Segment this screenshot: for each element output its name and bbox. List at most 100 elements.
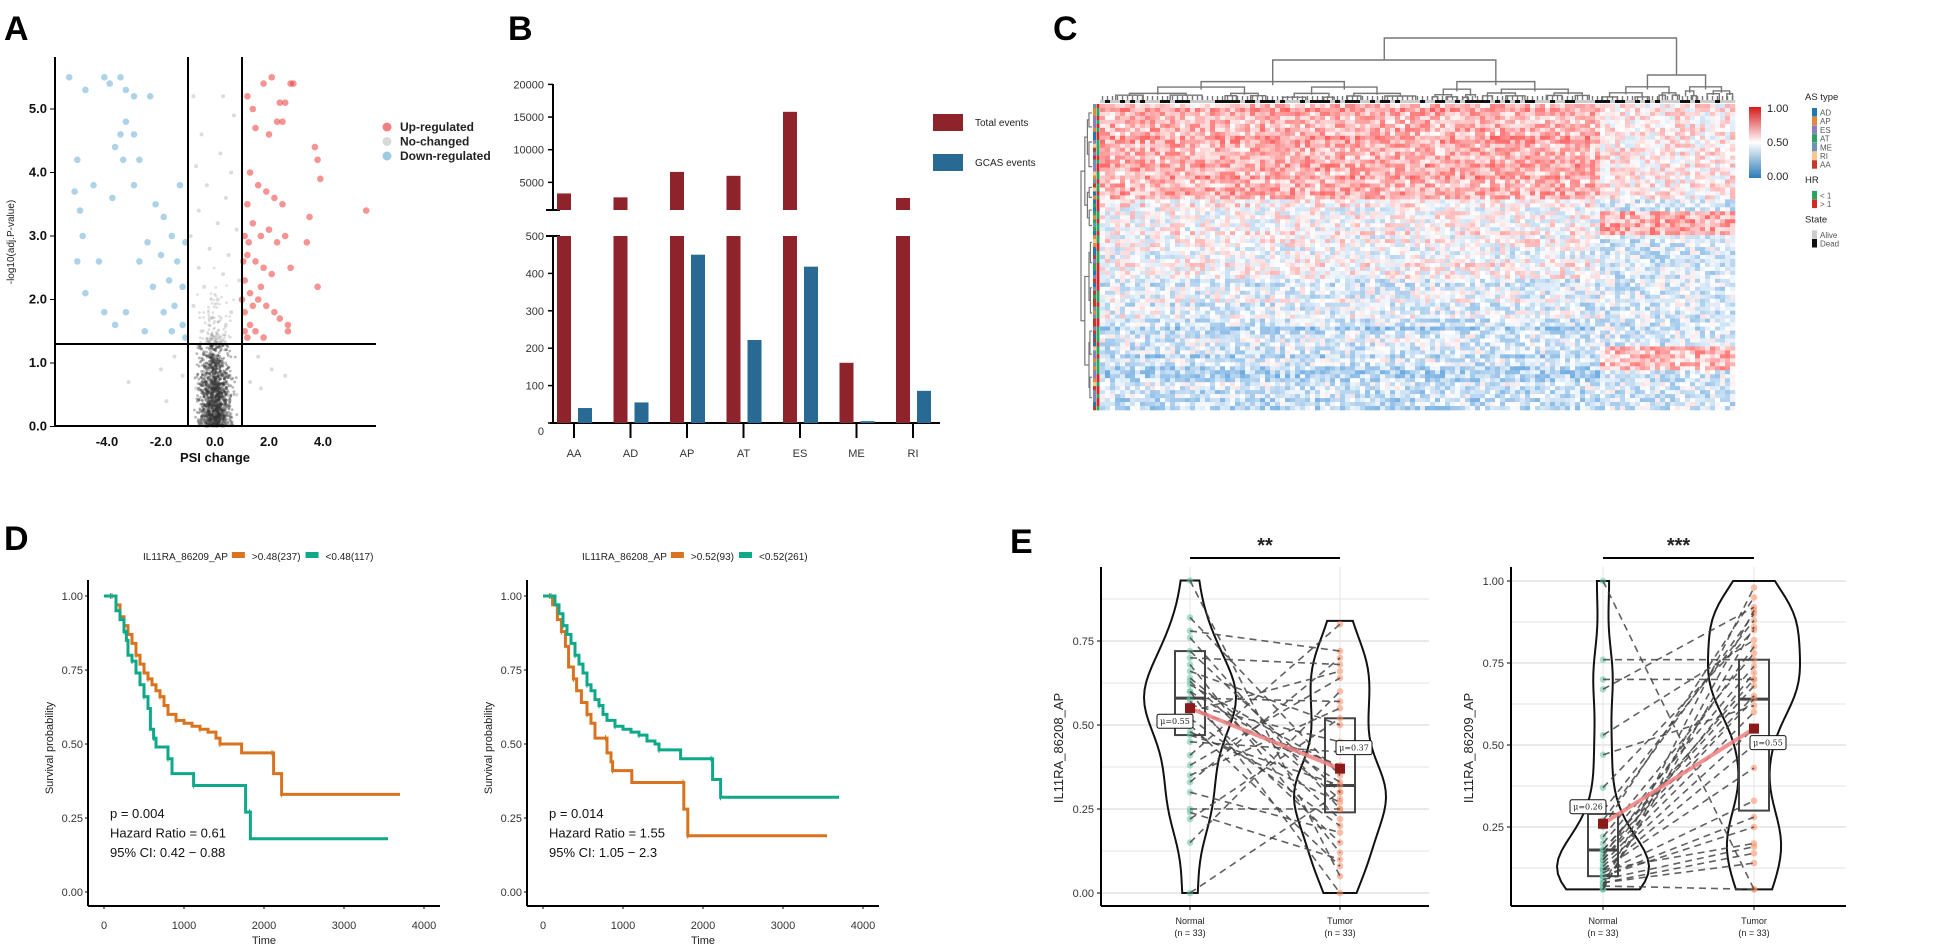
heatmap-cell xyxy=(1635,183,1641,188)
heatmap-cell xyxy=(1620,104,1626,109)
heatmap-cell xyxy=(1470,195,1476,200)
heatmap-cell xyxy=(1425,111,1431,117)
heatmap-cell xyxy=(1475,203,1481,208)
heatmap-cell xyxy=(1560,127,1566,133)
heatmap-cell xyxy=(1180,159,1186,164)
heatmap-cell xyxy=(1435,139,1441,145)
heatmap-cell xyxy=(1625,127,1631,133)
heatmap-cell xyxy=(1405,127,1411,133)
heatmap-cell xyxy=(1275,143,1281,149)
heatmap-cell xyxy=(1525,135,1531,141)
heatmap-cell xyxy=(1370,111,1376,117)
heatmap-cell xyxy=(1620,115,1626,121)
bar-total-aa xyxy=(557,236,571,423)
heatmap-cell xyxy=(1405,163,1411,168)
heatmap-cell xyxy=(1575,151,1581,156)
no-changed-point xyxy=(230,408,234,412)
heatmap-cell xyxy=(1280,127,1286,133)
heatmap-cell xyxy=(1250,167,1256,172)
no-changed-point xyxy=(216,411,220,414)
heatmap-cell xyxy=(1430,175,1436,180)
heatmap-cell xyxy=(1435,171,1441,176)
heatmap-cell xyxy=(1705,107,1711,113)
heatmap-cell xyxy=(1180,179,1186,184)
heatmap-cell xyxy=(1685,159,1691,164)
heatmap-cell xyxy=(1205,107,1211,113)
heatmap-cell xyxy=(1645,104,1651,109)
heatmap-cell xyxy=(1125,143,1131,149)
heatmap-cell xyxy=(1540,175,1546,180)
heatmap-cell xyxy=(1260,143,1266,149)
heatmap-cell xyxy=(1385,123,1391,129)
heatmap-cell xyxy=(1135,175,1141,180)
heatmap-cell xyxy=(1270,195,1276,200)
heatmap-cell xyxy=(1290,159,1296,164)
heatmap-cell xyxy=(1300,207,1306,212)
heatmap-cell xyxy=(1120,135,1126,141)
heatmap-cell xyxy=(1590,135,1596,141)
heatmap-cell xyxy=(1420,187,1426,192)
heatmap-cell xyxy=(1135,159,1141,164)
no-changed-point xyxy=(208,417,212,421)
heatmap-cell xyxy=(1415,143,1421,149)
heatmap-cell xyxy=(1585,187,1591,192)
heatmap-cell xyxy=(1380,147,1386,152)
heatmap-cell xyxy=(1630,187,1636,192)
no-changed-point xyxy=(222,356,226,360)
heatmap-cell xyxy=(1250,163,1256,168)
heatmap-cell xyxy=(1365,131,1371,137)
heatmap-cell xyxy=(1265,155,1271,160)
heatmap-cell xyxy=(1710,143,1716,149)
heatmap-cell xyxy=(1730,127,1736,133)
heatmap-cell xyxy=(1245,131,1251,137)
point-up-regulated xyxy=(260,334,267,341)
heatmap-cell xyxy=(1330,119,1336,125)
heatmap-cell xyxy=(1535,179,1541,184)
heatmap-cell xyxy=(1615,107,1621,113)
heatmap-cell xyxy=(1605,163,1611,168)
heatmap-cell xyxy=(1675,147,1681,152)
heatmap-cell xyxy=(1430,135,1436,141)
no-changed-point xyxy=(214,349,218,353)
heatmap-cell xyxy=(1670,191,1676,196)
no-changed-point xyxy=(215,407,218,411)
heatmap-cell xyxy=(1350,143,1356,149)
heatmap-cell xyxy=(1160,139,1166,145)
heatmap-cell xyxy=(1505,163,1511,168)
heatmap-cell xyxy=(1330,123,1336,129)
no-changed-point xyxy=(214,338,218,341)
heatmap-cell xyxy=(1730,119,1736,125)
heatmap-cell xyxy=(1195,127,1201,133)
heatmap-cell xyxy=(1265,139,1271,145)
heatmap-cell xyxy=(1420,195,1426,200)
heatmap-cell xyxy=(1170,147,1176,152)
heatmap-cell xyxy=(1195,179,1201,184)
heatmap-cell xyxy=(1165,139,1171,145)
heatmap-cell xyxy=(1260,155,1266,160)
heatmap-cell xyxy=(1595,203,1601,208)
heatmap-cell xyxy=(1235,111,1241,117)
heatmap-cell xyxy=(1600,159,1606,164)
no-changed-point xyxy=(215,396,219,400)
point-down-regulated xyxy=(176,181,184,189)
heatmap-cell xyxy=(1460,167,1466,172)
heatmap-cell xyxy=(1115,195,1121,200)
heatmap-cell xyxy=(1605,183,1611,188)
heatmap-cell xyxy=(1410,131,1416,137)
heatmap-cell xyxy=(1615,155,1621,160)
heatmap-cell xyxy=(1335,175,1341,180)
heatmap-cell xyxy=(1625,171,1631,176)
heatmap-cell xyxy=(1460,147,1466,152)
heatmap-cell xyxy=(1625,115,1631,121)
heatmap-cell xyxy=(1335,127,1341,133)
heatmap-cell xyxy=(1710,159,1716,164)
heatmap-cell xyxy=(1510,151,1516,156)
heatmap-cell xyxy=(1275,151,1281,156)
heatmap-cell xyxy=(1380,119,1386,125)
heatmap-cell xyxy=(1725,179,1731,184)
heatmap-cell xyxy=(1220,123,1226,129)
heatmap-cell xyxy=(1560,111,1566,117)
heatmap-cell xyxy=(1530,199,1536,204)
heatmap-cell xyxy=(1110,183,1116,188)
heatmap-cell xyxy=(1720,167,1726,172)
